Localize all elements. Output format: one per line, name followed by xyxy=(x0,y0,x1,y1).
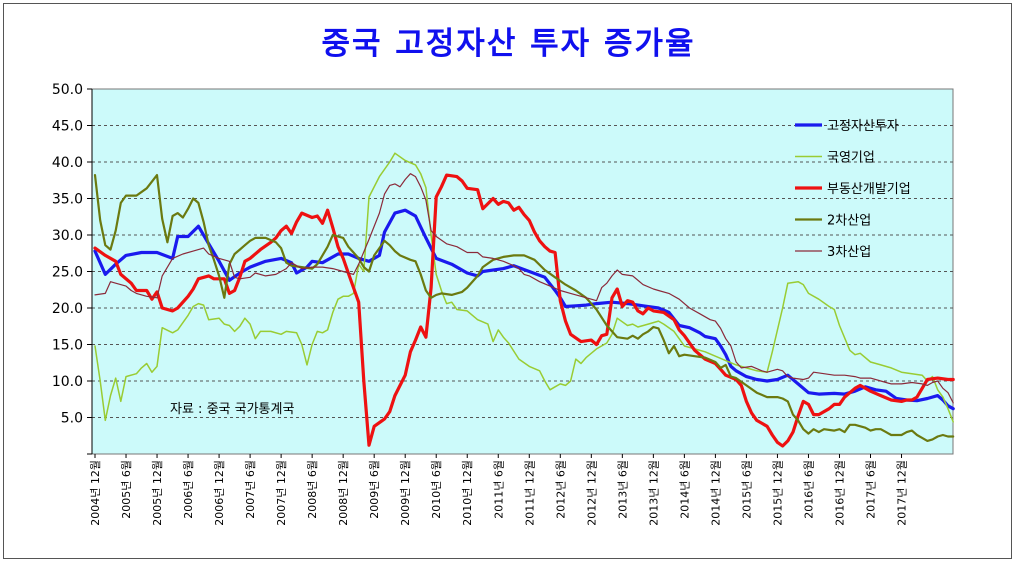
y-tick-label: 45.0 xyxy=(52,119,83,135)
x-tick-label: 2013년 6월 xyxy=(616,460,629,519)
y-tick-label: 25.0 xyxy=(52,265,83,281)
legend-label: 국영기업 xyxy=(827,151,875,166)
y-tick-label: 35.0 xyxy=(52,192,83,208)
x-tick-label: 2016년 6월 xyxy=(802,460,815,519)
x-tick-label: 2004년 12월 xyxy=(89,460,102,526)
x-tick-label: 2017년 6월 xyxy=(865,460,878,519)
y-tick-label: 40.0 xyxy=(52,155,83,171)
x-tick-label: 2007년 6월 xyxy=(244,460,257,519)
series-line-state xyxy=(94,152,954,423)
x-axis: 2004년 12월 2005년 6월 2005년 12월 2006년 6월 2006년 … xyxy=(89,454,909,526)
x-tick-label: 2015년 6월 xyxy=(740,460,753,519)
legend-label: 2차산업 xyxy=(827,214,871,229)
y-tick-label: 20.0 xyxy=(52,301,83,317)
x-tick-label: 2009년 12월 xyxy=(399,460,412,526)
x-tick-label: 2007년 12월 xyxy=(275,460,288,526)
series-lines xyxy=(93,152,955,448)
x-tick-label: 2009년 6월 xyxy=(368,460,381,519)
x-tick-label: 2008년 12월 xyxy=(337,460,350,526)
series-line-secondary xyxy=(93,174,955,442)
x-tick-label: 2014년 6월 xyxy=(678,460,691,519)
y-tick-label: 10.0 xyxy=(52,374,83,390)
x-tick-label: 2014년 12월 xyxy=(709,460,722,526)
plot-area xyxy=(91,88,954,455)
chart-title: 중국 고정자산 투자 증가율 xyxy=(321,26,696,62)
x-tick-label: 2013년 12월 xyxy=(647,460,660,526)
x-tick-label: 2008년 6월 xyxy=(306,460,319,519)
x-tick-label: 2016년 12월 xyxy=(833,460,846,526)
x-tick-label: 2010년 12월 xyxy=(461,460,474,526)
x-tick-label: 2012년 12월 xyxy=(585,460,598,526)
y-axis: 5.0 10.0 15.0 20.0 25.0 30.0 35.0 40.0 45.0 50.0 xyxy=(52,82,93,455)
x-tick-label: 2017년 12월 xyxy=(896,460,909,526)
legend-label: 부동산개발기업 xyxy=(827,182,911,197)
x-tick-label: 2015년 12월 xyxy=(771,460,784,526)
x-tick-label: 2011년 12월 xyxy=(523,460,536,526)
legend-label: 3차산업 xyxy=(827,245,871,260)
y-tick-label: 5.0 xyxy=(61,411,83,427)
y-tick-label: 50.0 xyxy=(52,82,83,98)
series-line-realestate xyxy=(93,173,955,448)
y-tick-label: 30.0 xyxy=(52,228,83,244)
x-tick-label: 2006년 12월 xyxy=(213,460,226,526)
x-tick-label: 2012년 6월 xyxy=(554,460,567,519)
y-tick-label: 15.0 xyxy=(52,338,83,354)
x-tick-label: 2006년 6월 xyxy=(182,460,195,519)
legend-label: 고정자산투자 xyxy=(827,119,899,134)
x-tick-label: 2005년 6월 xyxy=(120,460,133,519)
source-annotation: 자료 : 중국 국가통계국 xyxy=(170,402,294,417)
x-tick-label: 2005년 12월 xyxy=(151,460,164,526)
x-tick-label: 2010년 6월 xyxy=(430,460,443,519)
x-tick-label: 2011년 6월 xyxy=(492,460,505,519)
series-line-fixed xyxy=(93,208,955,411)
series-line-tertiary xyxy=(94,173,954,404)
